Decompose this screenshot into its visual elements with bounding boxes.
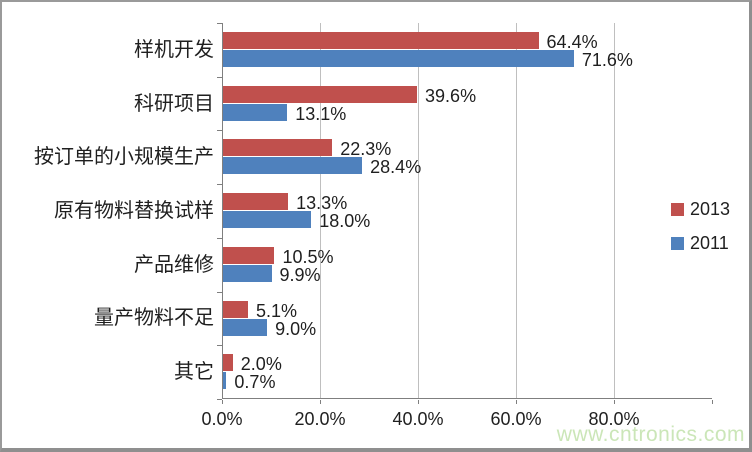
bar-2011 <box>223 50 574 67</box>
bar-2011 <box>223 157 363 175</box>
legend-item-2013: 2013 <box>671 199 730 219</box>
category-label: 产品维修 <box>134 253 214 276</box>
category-label: 样机开发 <box>134 38 214 61</box>
tick-mark <box>217 238 222 239</box>
value-label: 28.4% <box>370 157 422 178</box>
category-label: 原有物料替换试样 <box>54 200 214 222</box>
tick-mark <box>320 400 321 404</box>
x-tick-label: 60.0% <box>490 409 542 429</box>
category-label: 其它 <box>174 361 214 384</box>
category-label: 量产物料不足 <box>94 307 214 330</box>
tick-mark <box>217 345 222 346</box>
tick-mark <box>217 130 222 131</box>
bar-2013 <box>223 193 289 211</box>
tick-mark <box>217 292 222 293</box>
tick-mark <box>222 400 223 404</box>
value-label: 64.4% <box>546 32 598 52</box>
bar-2013 <box>223 300 248 318</box>
x-tick-label: 80.0% <box>588 409 640 429</box>
legend-swatch <box>671 202 684 216</box>
value-label: 2.0% <box>240 354 282 375</box>
legend: 2013 2011 <box>671 199 730 267</box>
value-label: 13.3% <box>296 193 348 214</box>
value-label: 13.1% <box>295 103 347 124</box>
value-label: 9.9% <box>279 264 321 285</box>
tick-mark <box>614 400 615 404</box>
gridline <box>614 23 615 398</box>
value-label: 9.0% <box>275 318 317 339</box>
value-label: 71.6% <box>581 50 633 70</box>
x-tick-label: 20.0% <box>294 409 346 429</box>
tick-mark <box>217 184 222 185</box>
value-label: 22.3% <box>340 139 392 160</box>
tick-mark <box>217 77 222 78</box>
legend-label: 2013 <box>690 199 731 219</box>
legend-label: 2011 <box>690 233 729 253</box>
bar-2013 <box>223 246 275 264</box>
bar-2011 <box>223 103 288 121</box>
bar-2011 <box>223 318 268 336</box>
bar-2011 <box>223 264 272 282</box>
gridline <box>320 23 321 398</box>
bar-2013 <box>223 354 233 372</box>
watermark: www.cntronics.com <box>556 423 745 446</box>
value-label: 39.6% <box>425 85 477 106</box>
value-label: 10.5% <box>282 246 334 267</box>
category-label: 按订单的小规模生产 <box>34 146 214 169</box>
tick-mark <box>217 23 222 24</box>
bar-2013 <box>223 85 418 103</box>
tick-mark <box>418 400 419 404</box>
legend-item-2011: 2011 <box>671 233 730 253</box>
tick-mark <box>217 399 222 400</box>
bar-2011 <box>223 372 227 390</box>
legend-swatch <box>671 236 684 250</box>
x-tick-label: 40.0% <box>392 409 444 429</box>
tick-mark <box>516 400 517 404</box>
bar-2013 <box>223 139 333 157</box>
tick-mark <box>712 400 713 404</box>
value-label: 18.0% <box>319 211 371 232</box>
plot-area: 64.4% 71.6% 39.6% 13.1% 22.3% 28.4% 13.3% 18.0%… <box>222 23 712 399</box>
gridline <box>418 23 419 398</box>
category-label: 科研项目 <box>134 92 214 115</box>
bar-2011 <box>223 211 312 229</box>
value-label: 5.1% <box>255 300 298 321</box>
x-tick-label: 0.0% <box>201 409 243 429</box>
bar-2013 <box>223 32 539 49</box>
gridline <box>516 23 517 398</box>
value-label: 0.7% <box>234 372 276 393</box>
